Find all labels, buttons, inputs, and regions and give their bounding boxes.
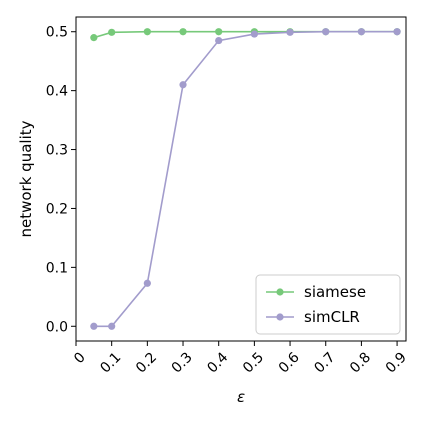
x-axis-label: ε [237,388,245,406]
data-point-simCLR-9 [393,28,401,36]
y-tick-label: 0.3 [46,143,68,159]
series-line-simCLR [93,30,398,328]
data-point-simCLR-7 [322,28,330,36]
legend-swatch-marker-simCLR [276,313,284,321]
x-tick-label: 0.4 [204,349,231,376]
data-point-siamese-2 [143,28,151,36]
plot-frame [75,16,407,342]
y-tick-label: 0.4 [46,84,68,100]
x-tick-label: 0.1 [97,349,124,376]
x-tick-label: 0.2 [133,349,160,376]
y-tick-label: 0.1 [46,260,68,276]
x-tick-label: 0 [71,349,89,367]
y-tick-label: 0.2 [46,201,68,217]
series-line-siamese [93,30,398,39]
x-tick-label: 0.5 [240,349,267,376]
plot-layer [90,28,401,330]
data-point-simCLR-2 [143,279,151,287]
x-tick-label: 0.7 [311,349,338,376]
y-axis-label: network quality [17,120,35,237]
legend: siamese simCLR [255,274,401,335]
legend-label-siamese: siamese [304,283,366,301]
x-tick-label: 0.3 [169,349,196,376]
data-point-simCLR-5 [250,30,258,38]
data-point-simCLR-3 [179,81,187,89]
data-point-siamese-0 [90,34,98,42]
legend-box [255,274,401,335]
legend-swatch-marker-siamese [276,288,284,296]
axes-layer: 0.0 0.1 0.2 0.3 0.4 0.5 0 0.1 0.2 0.3 0.4 0.5 0.6 0.7… [17,16,410,406]
data-point-siamese-1 [108,28,116,36]
data-point-simCLR-8 [357,28,366,36]
data-point-simCLR-0 [90,322,98,330]
y-tick-label: 0.0 [46,319,68,335]
x-tick-label: 0.9 [383,349,410,376]
data-point-simCLR-4 [215,36,223,45]
data-point-simCLR-6 [286,28,294,36]
data-point-siamese-3 [179,28,187,36]
data-point-siamese-4 [215,28,223,36]
legend-label-simCLR: simCLR [304,308,360,326]
x-tick-label: 0.6 [276,349,303,376]
x-tick-label: 0.8 [347,349,374,376]
data-point-simCLR-1 [108,322,116,330]
y-tick-label: 0.5 [46,25,68,41]
